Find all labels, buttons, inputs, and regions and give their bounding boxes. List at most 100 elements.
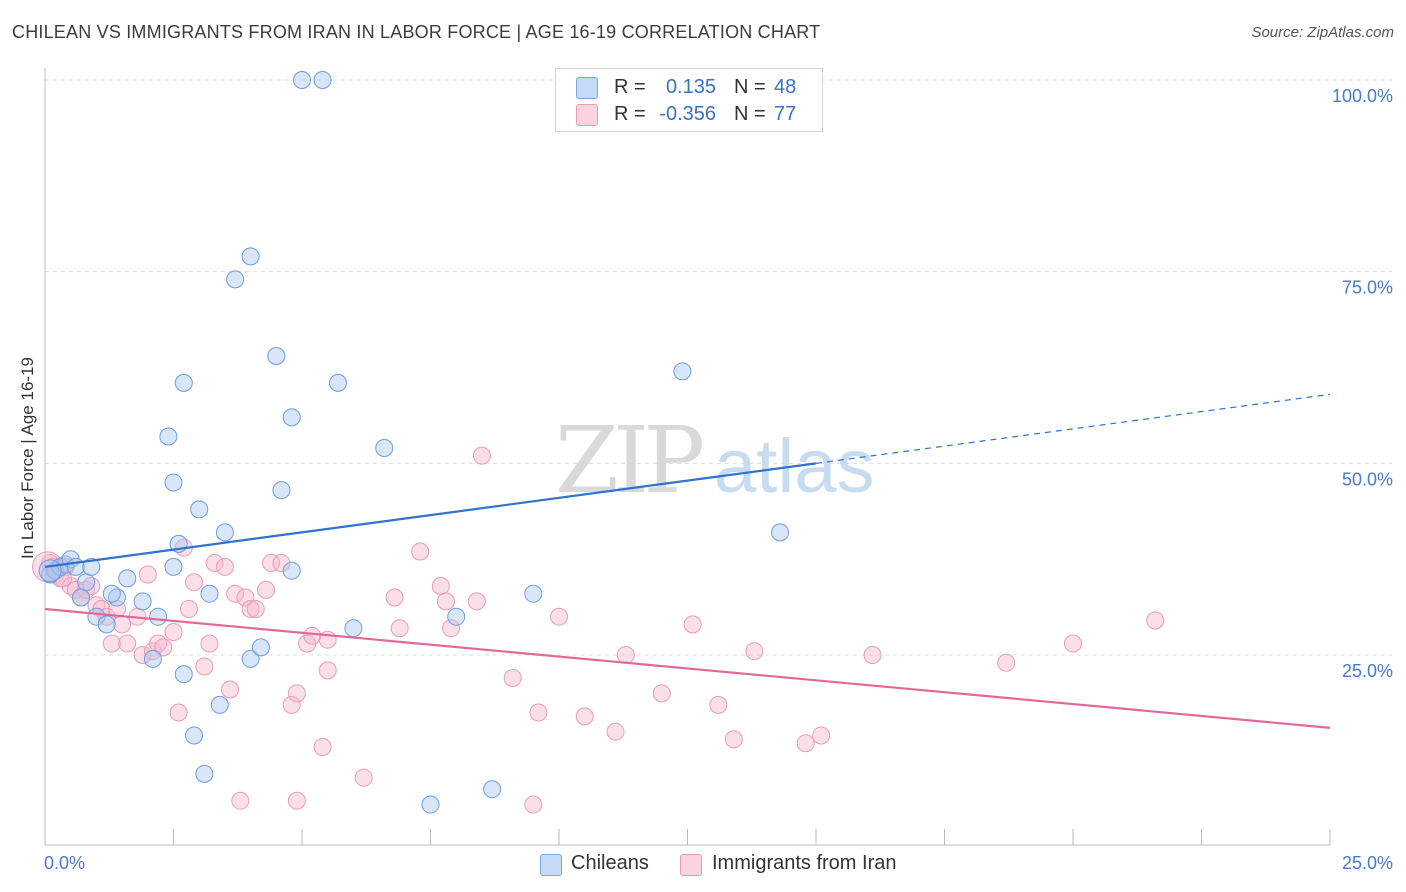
data-point-chileans xyxy=(483,780,502,799)
data-point-chileans xyxy=(771,523,790,542)
data-point-chileans xyxy=(293,71,311,89)
data-point-iran xyxy=(169,703,188,722)
data-point-chileans xyxy=(421,795,440,814)
data-point-iran xyxy=(205,554,224,573)
legend-r-label: R = xyxy=(614,76,646,98)
y-tick-label: 75.0% xyxy=(1342,278,1393,298)
data-point-chileans xyxy=(344,619,363,638)
data-point-chileans xyxy=(282,561,301,580)
data-point-iran xyxy=(133,646,152,665)
data-point-chileans xyxy=(174,665,193,684)
data-point-iran xyxy=(683,615,702,634)
data-point-chileans xyxy=(282,408,301,427)
data-point-iran xyxy=(354,768,373,787)
data-point-chileans xyxy=(313,71,332,89)
data-point-iran xyxy=(236,588,255,607)
data-point-iran xyxy=(318,661,337,680)
trend-lines xyxy=(44,393,1331,729)
legend-r-value: -0.356 xyxy=(659,103,716,125)
data-point-iran xyxy=(287,791,306,810)
data-point-chileans xyxy=(149,607,168,626)
legend-swatch-iran xyxy=(576,104,598,126)
data-point-iran xyxy=(215,557,234,576)
data-point-iran xyxy=(257,580,276,599)
data-point-chileans xyxy=(190,500,209,519)
data-point-iran xyxy=(431,577,450,596)
data-point-chileans xyxy=(200,584,219,603)
bottom-legend-label: Immigrants from Iran xyxy=(712,852,897,874)
data-point-iran xyxy=(1146,611,1165,630)
data-point-iran xyxy=(200,634,219,653)
data-point-chileans xyxy=(241,649,260,668)
data-point-chileans xyxy=(164,557,183,576)
data-point-chileans xyxy=(226,270,245,289)
legend-n-label: N = xyxy=(734,103,766,125)
data-point-iran xyxy=(231,791,250,810)
correlation-legend: R = 0.135 N = 48 R = -0.356 N = 77 xyxy=(555,68,823,132)
data-point-iran xyxy=(113,615,132,634)
data-point-iran xyxy=(812,726,831,745)
data-point-chileans xyxy=(215,523,234,542)
data-point-iran xyxy=(724,730,743,749)
data-point-chileans xyxy=(133,592,152,611)
data-point-chileans xyxy=(524,584,543,603)
data-point-iran xyxy=(164,623,183,642)
y-axis-title: In Labor Force | Age 16-19 xyxy=(18,357,37,559)
data-point-iran xyxy=(863,646,882,665)
data-point-iran xyxy=(118,634,137,653)
data-point-chileans xyxy=(102,584,121,603)
data-point-iran xyxy=(241,600,260,619)
legend-n-value: 77 xyxy=(774,103,797,125)
data-point-chileans xyxy=(143,649,162,668)
data-point-iran xyxy=(411,542,430,561)
data-point-iran xyxy=(272,554,291,573)
data-point-iran xyxy=(262,554,281,573)
data-point-chileans xyxy=(82,557,101,576)
data-point-chileans xyxy=(272,481,291,500)
data-point-chileans xyxy=(174,373,193,392)
data-point-chileans xyxy=(210,695,229,714)
trend-line-chileans xyxy=(44,462,817,568)
legend-swatch-chileans xyxy=(576,77,598,99)
bottom-legend-label: Chileans xyxy=(571,852,649,874)
x-tick-label: 25.0% xyxy=(1342,853,1393,873)
y-tick-label: 50.0% xyxy=(1342,469,1393,489)
data-point-iran xyxy=(102,634,121,653)
data-point-chileans xyxy=(159,427,178,446)
data-point-iran xyxy=(195,657,214,676)
data-point-iran xyxy=(385,588,404,607)
data-point-iran xyxy=(745,642,764,661)
tick-labels: 25.0% 50.0% 75.0% 100.0% 0.0% 25.0% xyxy=(44,86,1393,873)
legend-r-value: 0.135 xyxy=(665,76,716,98)
chart-title: CHILEAN VS IMMIGRANTS FROM IRAN IN LABOR… xyxy=(12,22,821,42)
legend-r-label: R = xyxy=(614,103,646,125)
data-point-iran xyxy=(436,592,455,611)
data-point-iran xyxy=(467,592,486,611)
data-point-iran xyxy=(154,638,173,657)
data-point-iran xyxy=(226,584,245,603)
data-point-iran xyxy=(282,695,301,714)
data-point-chileans xyxy=(118,569,137,588)
data-point-chileans xyxy=(77,573,96,592)
data-point-iran xyxy=(503,669,522,688)
data-point-chileans xyxy=(195,764,214,783)
legend-n-label: N = xyxy=(734,76,766,98)
axes xyxy=(44,68,1331,846)
data-point-iran xyxy=(616,646,635,665)
watermark-zip: ZIP xyxy=(555,407,702,514)
data-point-iran xyxy=(997,653,1016,672)
bottom-swatch-iran xyxy=(680,854,702,876)
trend-line-iran xyxy=(44,607,1331,729)
data-point-iran xyxy=(97,607,116,626)
gridlines xyxy=(45,79,1392,656)
data-point-chileans-cluster xyxy=(38,559,62,583)
data-point-iran xyxy=(246,600,265,619)
data-point-iran xyxy=(303,626,322,645)
data-point-chileans xyxy=(267,347,286,366)
data-point-chileans xyxy=(164,473,183,492)
y-tick-label: 25.0% xyxy=(1342,661,1393,681)
data-point-chileans xyxy=(375,439,394,458)
data-point-iran xyxy=(138,565,157,584)
data-point-chileans xyxy=(71,588,90,607)
